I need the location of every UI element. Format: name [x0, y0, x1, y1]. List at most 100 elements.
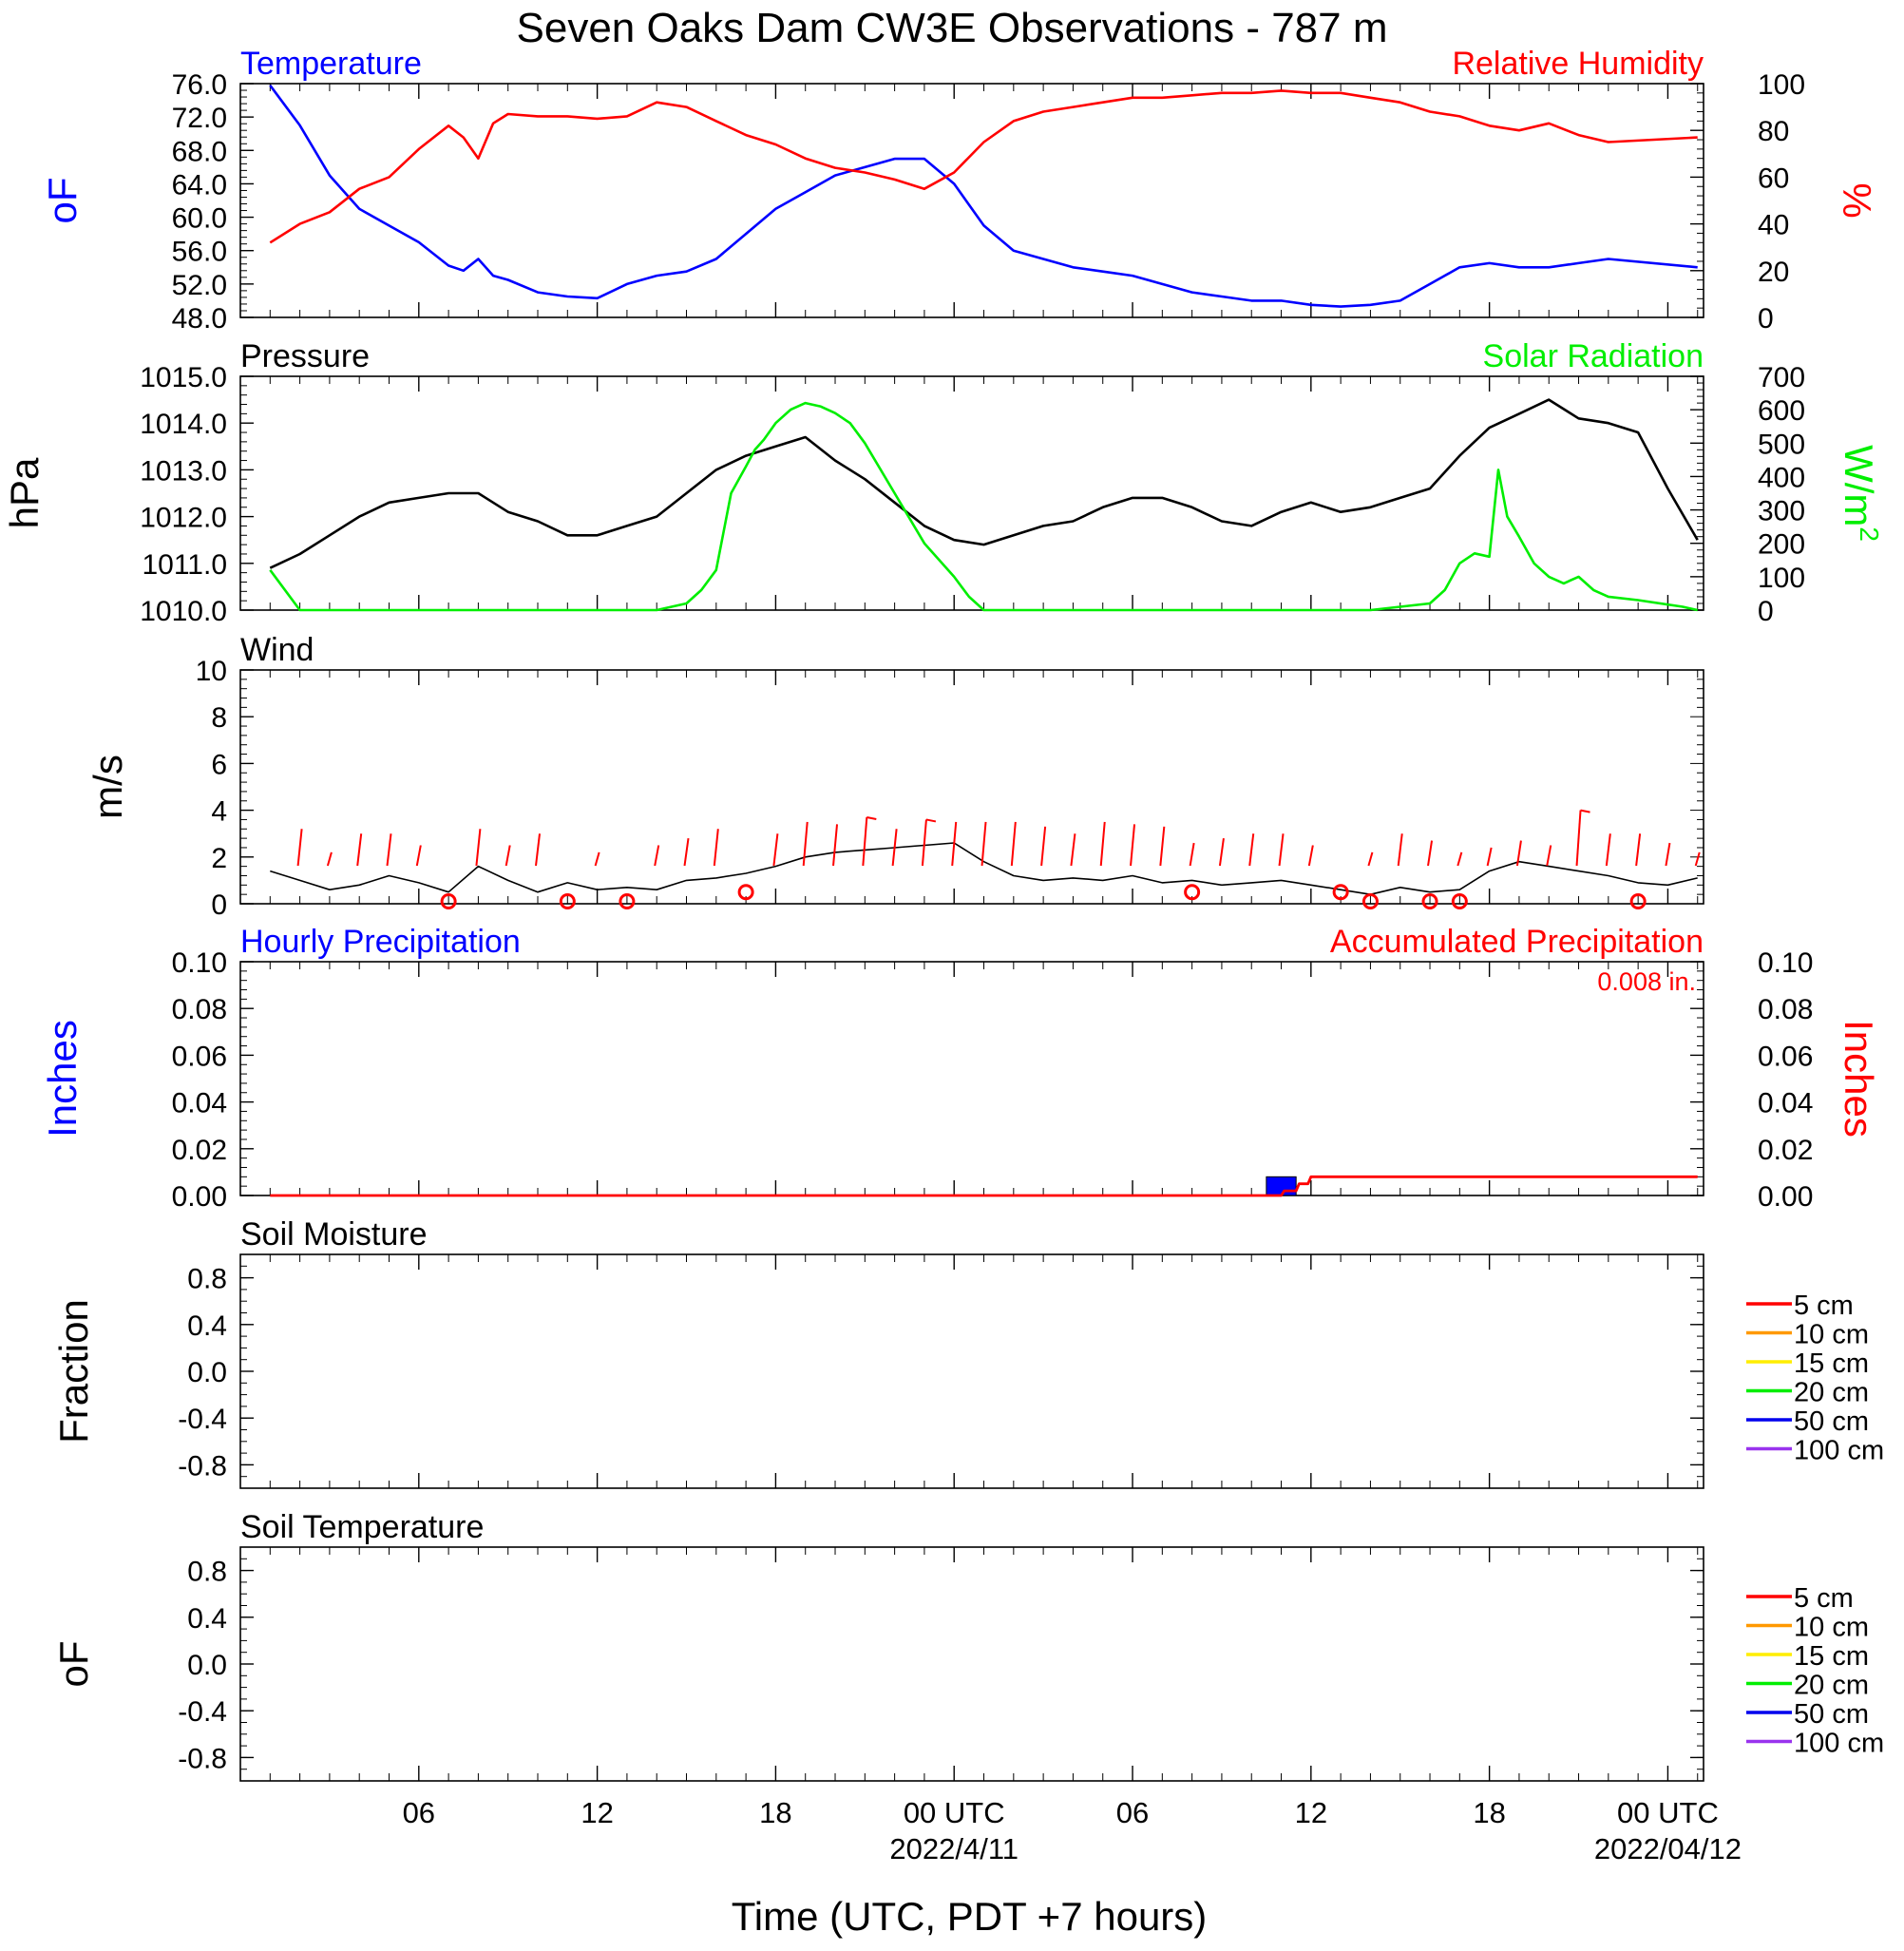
wind-barb: [1248, 833, 1255, 867]
wind-barb: [1546, 845, 1552, 867]
wind-barb: [1159, 826, 1166, 867]
pressure-tick-label: 1012.0: [140, 503, 227, 534]
wind-barb: [921, 819, 927, 867]
pressure-tick-label: 1010.0: [140, 596, 227, 627]
precip-tick-label: 0.08: [172, 994, 227, 1025]
wind-tick-label: 10: [196, 656, 227, 687]
wind-barb: [1457, 851, 1463, 867]
x-tick-label: 00 UTC: [904, 1796, 1005, 1829]
wind-barb: [594, 851, 600, 867]
rh-tick-label: 0: [1758, 303, 1774, 335]
panel-frame-1: [239, 375, 1704, 611]
calm-wind-marker: [1332, 884, 1349, 901]
calm-wind-marker: [737, 884, 754, 901]
wind-barb: [951, 821, 958, 867]
legend-label: 15 cm: [1794, 1641, 1869, 1672]
wind-barb: [1307, 845, 1314, 867]
wind-barb: [1099, 821, 1106, 867]
pressure-tick-label: 1011.0: [142, 549, 227, 581]
wind-barb: [505, 845, 511, 867]
solar-tick-label: 300: [1758, 496, 1805, 527]
legend-label: 15 cm: [1794, 1348, 1869, 1379]
x-tick-label: 06: [1116, 1796, 1149, 1829]
wind-barb: [1605, 833, 1611, 867]
accum-precip-tick-label: 0.10: [1758, 947, 1813, 979]
wind-barb: [1130, 824, 1136, 867]
soil-moisture-tick-label: 0.0: [187, 1357, 227, 1388]
wind-barb: [475, 829, 482, 867]
wind-barb: [862, 816, 868, 867]
legend-label: 20 cm: [1794, 1671, 1869, 1701]
pressure-line: [269, 398, 1699, 569]
wind-barb: [802, 821, 809, 867]
wind-barb: [1367, 851, 1374, 867]
wind-barb: [713, 829, 719, 867]
x-tick-label: 18: [759, 1796, 791, 1829]
calm-wind-marker: [1184, 884, 1201, 901]
legend-label: 5 cm: [1794, 1583, 1854, 1614]
soil-temp-tick-label: -0.8: [178, 1743, 227, 1774]
wind-barb: [1515, 840, 1522, 867]
wind-tick-label: 6: [211, 749, 227, 780]
legend-label: 50 cm: [1794, 1699, 1869, 1730]
soil-temp-tick-label: 0.4: [187, 1603, 227, 1635]
accum-precip-tick-label: 0.02: [1758, 1135, 1813, 1166]
temperature-tick-label: 48.0: [172, 303, 227, 335]
pressure-tick-label: 1014.0: [140, 409, 227, 440]
wind-barb-flag: [1580, 809, 1590, 813]
wind-barb: [832, 824, 839, 867]
soil-moisture-tick-label: -0.8: [178, 1450, 227, 1482]
wind-barb-flag: [866, 815, 877, 820]
wind-barb-flag: [925, 818, 937, 823]
wind-barb: [1040, 826, 1047, 867]
wind-axis-label: m/s: [86, 755, 130, 819]
temperature-tick-label: 68.0: [172, 136, 227, 167]
wind-barb: [654, 845, 660, 867]
wind-barb: [772, 833, 779, 867]
precip-tick-label: 0.04: [172, 1088, 227, 1119]
accum-precip-line: [270, 1175, 1698, 1197]
wind-barb: [296, 829, 303, 867]
legend-label: 100 cm: [1794, 1729, 1884, 1759]
rh-axis-label: %: [1835, 182, 1879, 218]
temperature-tick-label: 56.0: [172, 237, 227, 268]
solar-tick-label: 100: [1758, 563, 1805, 594]
precip-tick-label: 0.00: [172, 1181, 227, 1213]
calm-wind-marker: [1451, 893, 1468, 910]
wind-tick-label: 4: [211, 796, 227, 828]
soil-temp-axis-label: oF: [51, 1640, 96, 1687]
precip-tick-label: 0.10: [172, 947, 227, 979]
x-axis-title: Time (UTC, PDT +7 hours): [732, 1894, 1208, 1939]
solar-tick-label: 500: [1758, 429, 1805, 460]
panel-frame-2: [239, 669, 1704, 905]
x-tick-label: 00 UTC: [1617, 1796, 1719, 1829]
pressure-tick-label: 1013.0: [140, 455, 227, 487]
temperature-tick-label: 52.0: [172, 270, 227, 301]
soil-temp-tick-label: 0.8: [187, 1557, 227, 1588]
soil-temp-title: Soil Temperature: [240, 1509, 484, 1545]
wind-tick-label: 2: [211, 843, 227, 874]
wind-barb: [1427, 840, 1434, 867]
wind-barb: [1189, 842, 1195, 867]
solar-tick-label: 200: [1758, 529, 1805, 561]
wind-barb: [1486, 847, 1493, 867]
x-tick-label: 06: [403, 1796, 435, 1829]
legend-label: 50 cm: [1794, 1406, 1869, 1437]
soil-moisture-tick-label: 0.4: [187, 1310, 227, 1342]
precip-tick-label: 0.02: [172, 1135, 227, 1166]
precip-tick-label: 0.06: [172, 1041, 227, 1072]
accum-precip-tick-label: 0.08: [1758, 994, 1813, 1025]
temperature-tick-label: 60.0: [172, 203, 227, 235]
temperature-axis-label: oF: [40, 177, 85, 223]
accum-precip-tick-label: 0.04: [1758, 1088, 1813, 1119]
figure-title: Seven Oaks Dam CW3E Observations - 787 m: [517, 5, 1388, 51]
temperature-tick-label: 72.0: [172, 103, 227, 134]
accum-precip-tick-label: 0.00: [1758, 1181, 1813, 1213]
soil-temp-tick-label: 0.0: [187, 1650, 227, 1681]
x-tick-label: 12: [581, 1796, 613, 1829]
calm-wind-marker: [1421, 893, 1438, 910]
rh-title: Relative Humidity: [1452, 46, 1704, 82]
solar-axis-label: W/m2: [1837, 445, 1884, 542]
accum-precip-title: Accumulated Precipitation: [1330, 924, 1704, 960]
panel-frame-5: [239, 1546, 1704, 1782]
